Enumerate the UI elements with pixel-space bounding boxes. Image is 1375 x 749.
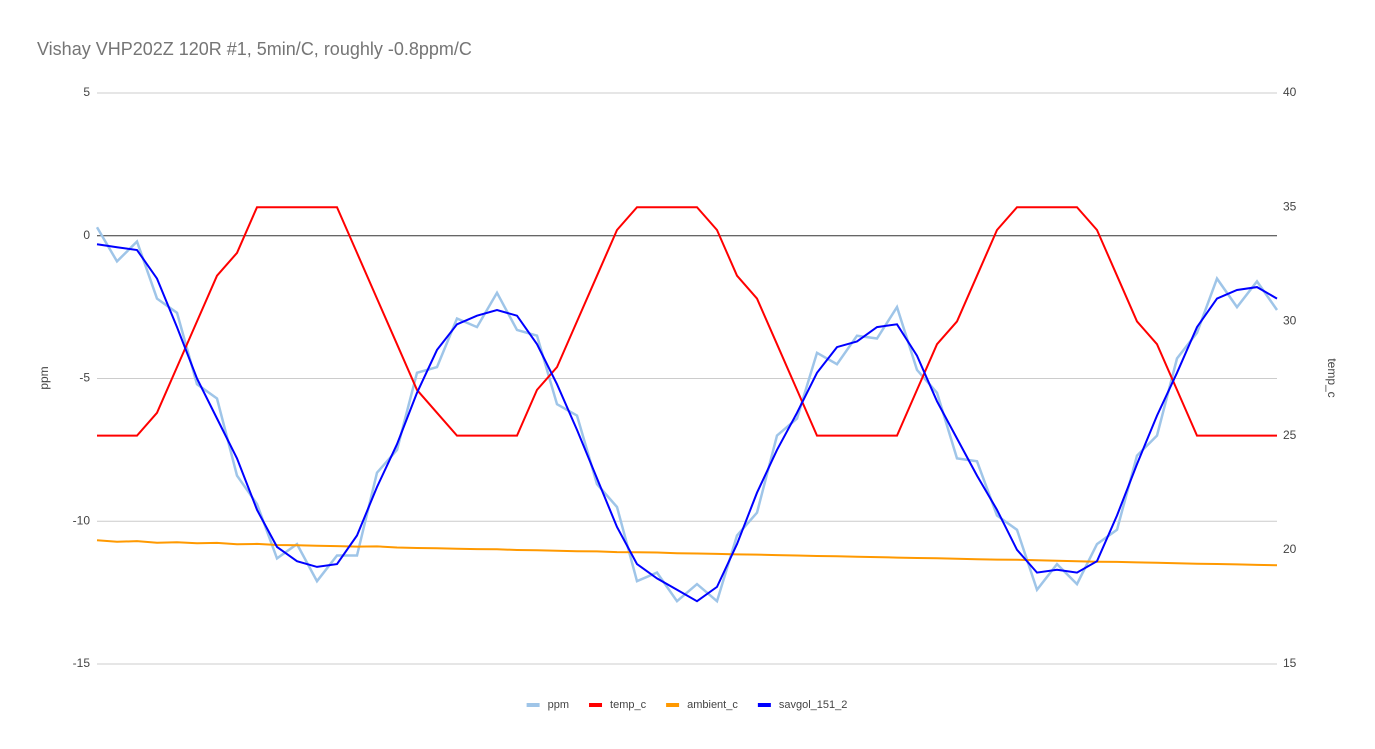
series-line: [96, 539, 1278, 567]
y2-tick-label: 20: [1283, 542, 1297, 556]
y2-tick-label: 40: [1283, 85, 1297, 99]
y2-tick-label: 25: [1283, 428, 1297, 442]
y-tick-label: 0: [83, 228, 90, 242]
chart-title: Vishay VHP202Z 120R #1, 5min/C, roughly …: [37, 39, 472, 59]
legend-label: ppm: [548, 699, 569, 711]
series-line: [95, 226, 1279, 604]
y2-tick-label: 35: [1283, 199, 1297, 213]
series-line: [97, 206, 1277, 437]
series-line: [96, 243, 1278, 603]
y-axis-title: ppm: [37, 366, 51, 389]
legend-label: temp_c: [610, 699, 647, 711]
y-tick-label: 5: [83, 85, 90, 99]
y2-tick-label: 15: [1283, 656, 1297, 670]
y2-tick-label: 30: [1283, 314, 1297, 328]
y2-axis-title: temp_c: [1325, 358, 1339, 397]
legend-label: ambient_c: [687, 699, 738, 711]
legend-label: savgol_151_2: [779, 699, 848, 711]
y-tick-label: -15: [73, 656, 91, 670]
legend: ppm temp_c ambient_c savgol_151_2: [526, 699, 848, 711]
y-tick-label: -10: [73, 513, 91, 527]
y-tick-label: -5: [79, 371, 90, 385]
